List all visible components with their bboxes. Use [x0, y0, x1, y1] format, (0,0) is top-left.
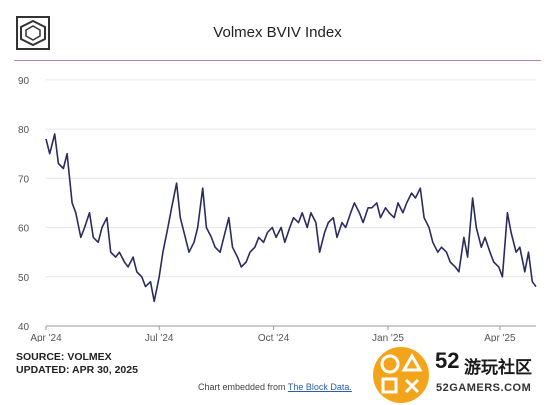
updated-label: UPDATED: APR 30, 2025: [16, 364, 138, 376]
the-block-data-link[interactable]: The Block Data.: [287, 382, 352, 392]
y-tick-label: 90: [18, 76, 30, 87]
chart-footer: SOURCE: VOLMEX UPDATED: APR 30, 2025: [16, 351, 138, 377]
y-tick-label: 50: [18, 273, 30, 284]
embed-attribution: Chart embedded from The Block Data.: [198, 382, 352, 392]
y-tick-label: 60: [18, 224, 30, 235]
y-tick-label: 80: [18, 125, 30, 136]
chart-header: Volmex BVIV Index: [0, 0, 555, 62]
y-tick-label: 70: [18, 174, 30, 185]
watermark-name: 游玩社区: [464, 358, 532, 377]
watermark-number: 52: [435, 348, 460, 373]
playstation-symbols-icon: [373, 347, 429, 403]
chart-title: Volmex BVIV Index: [213, 24, 342, 41]
x-tick-label: Oct '24: [258, 333, 290, 342]
bviv-series-line: [45, 133, 537, 303]
watermark-site: 52GAMERS.COM: [436, 382, 532, 394]
watermark: 52 游玩社区 52GAMERS.COM: [360, 344, 555, 405]
header-divider: [14, 60, 541, 61]
x-tick-label: Jan '25: [372, 333, 404, 342]
x-tick-label: Apr '24: [30, 333, 62, 342]
embed-prefix: Chart embedded from: [198, 382, 288, 392]
y-tick-label: 40: [18, 322, 30, 333]
x-tick-label: Apr '25: [484, 333, 516, 342]
line-chart: 40 50 60 70 80 90 Apr '24 Jul '24 Oct '24 Jan '25…: [18, 76, 537, 342]
volmex-cube-logo-icon: [16, 16, 50, 50]
x-tick-label: Jul '24: [145, 333, 174, 342]
source-label: SOURCE: VOLMEX: [16, 351, 112, 363]
